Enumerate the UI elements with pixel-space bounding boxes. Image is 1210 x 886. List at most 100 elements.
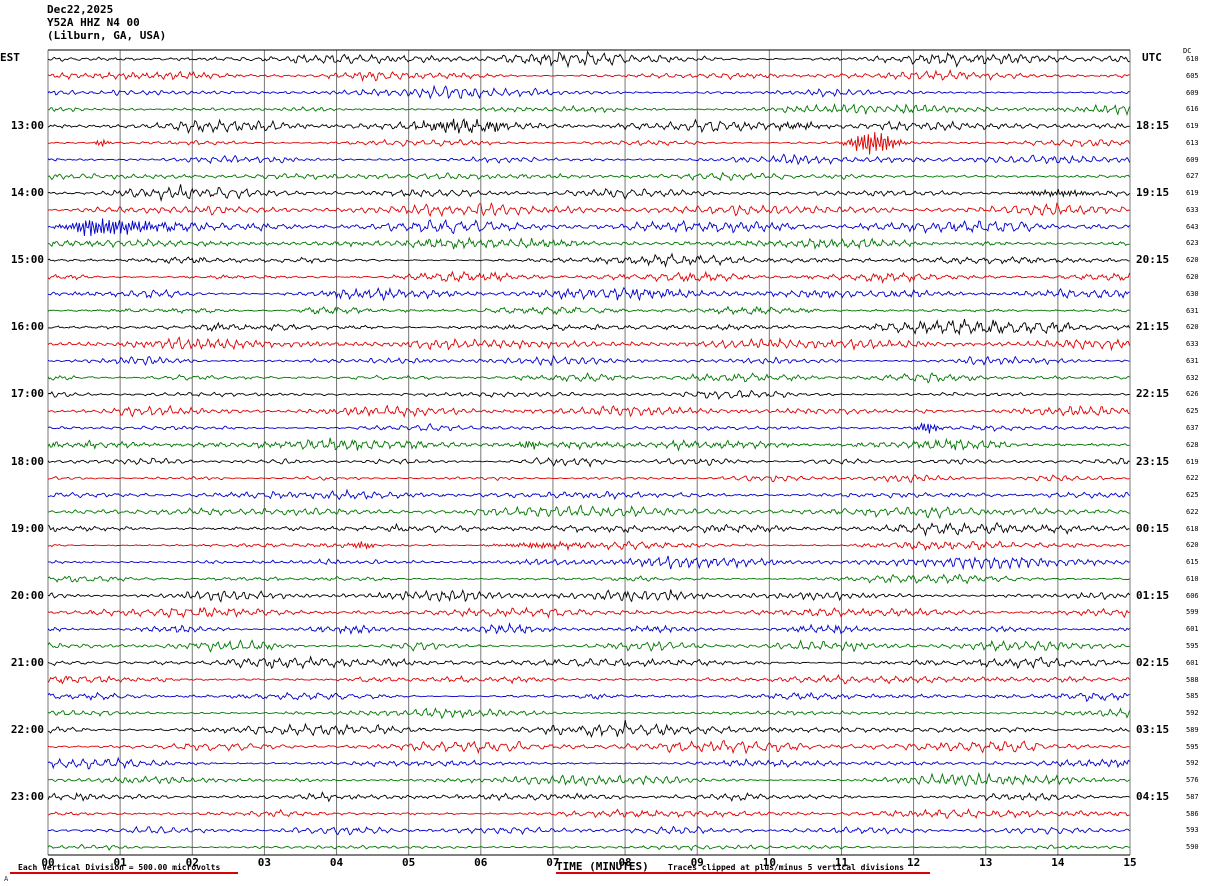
x-tick-label: 13 (979, 856, 993, 869)
utc-hour-label: 03:15 (1136, 722, 1170, 736)
seismogram-trace-row-11 (47, 236, 1130, 250)
utc-hour-label: 22:15 (1136, 387, 1170, 401)
dc-value: 588 (1186, 675, 1199, 684)
seismogram-trace-row-35 (47, 639, 1130, 653)
dc-value: 618 (1186, 524, 1199, 533)
utc-hour-label: 02:15 (1136, 655, 1170, 669)
dc-value: 605 (1186, 71, 1199, 80)
corner-mark: A (4, 875, 9, 883)
dc-value: 610 (1186, 574, 1199, 583)
x-tick-label: 02 (185, 856, 199, 869)
seismogram-trace-row-23 (47, 437, 1130, 452)
seismogram-trace-row-42 (47, 756, 1130, 770)
seismogram-trace-row-37 (47, 674, 1130, 685)
seismogram-trace-row-24 (47, 456, 1130, 468)
dc-value: 620 (1186, 273, 1199, 282)
est-hour-label: 19:00 (10, 521, 44, 535)
dc-value: 595 (1186, 641, 1199, 650)
red-underline-left (10, 872, 238, 874)
dc-value: 609 (1186, 155, 1199, 164)
dc-value: 586 (1186, 809, 1199, 818)
seismogram-trace-row-21 (47, 404, 1130, 418)
seismogram-trace-row-0 (47, 50, 1130, 69)
utc-hour-label: 20:15 (1136, 253, 1170, 267)
dc-value: 626 (1186, 390, 1199, 399)
dc-value: 633 (1186, 340, 1199, 349)
seismogram-trace-row-34 (47, 622, 1130, 636)
seismogram-trace-row-26 (47, 488, 1130, 501)
seismogram-trace-row-45 (47, 808, 1130, 819)
dc-column-label: DC (1183, 47, 1192, 55)
dc-value: 615 (1186, 558, 1199, 567)
seismogram-trace-row-9 (47, 202, 1130, 218)
seismogram-trace-row-7 (47, 171, 1130, 181)
seismogram-trace-row-29 (48, 540, 1130, 552)
dc-value: 622 (1186, 474, 1199, 483)
seismogram-trace-row-43 (47, 771, 1130, 787)
seismogram-trace-row-18 (47, 354, 1130, 367)
x-axis-title: TIME (MINUTES) (556, 860, 649, 873)
seismogram-trace-row-44 (47, 791, 1130, 803)
seismogram-trace-row-19 (47, 372, 1130, 384)
seismogram-trace-row-25 (47, 474, 1130, 484)
seismogram-trace-row-41 (47, 739, 1130, 755)
dc-value: 620 (1186, 256, 1199, 265)
dc-value: 585 (1186, 692, 1199, 701)
est-hour-label: 15:00 (10, 253, 44, 267)
dc-value: 613 (1186, 138, 1199, 147)
seismogram-trace-row-8 (47, 184, 1130, 203)
red-underline-right (556, 872, 930, 874)
seismogram-trace-row-39 (47, 707, 1131, 720)
x-tick-label: 04 (329, 856, 344, 869)
est-hour-label: 13:00 (10, 119, 44, 133)
dc-value: 599 (1186, 608, 1199, 617)
dc-value: 595 (1186, 742, 1199, 751)
dc-value: 620 (1186, 541, 1199, 550)
seismogram-trace-row-17 (47, 336, 1131, 352)
dc-value: 590 (1186, 843, 1199, 852)
dc-value: 619 (1186, 122, 1199, 131)
seismogram-trace-row-16 (47, 318, 1131, 336)
date-title: Dec22,2025 (47, 3, 114, 16)
seismogram-trace-row-32 (47, 588, 1130, 603)
seismogram-trace-row-10 (47, 218, 1130, 237)
seismogram-trace-row-31 (47, 573, 1130, 585)
x-tick-label: 10 (762, 856, 776, 869)
dc-value: 587 (1186, 792, 1199, 801)
x-tick-label: 05 (402, 856, 416, 869)
seismogram-trace-row-5 (47, 131, 1131, 155)
dc-value: 601 (1186, 625, 1199, 634)
est-hour-label: 16:00 (10, 320, 44, 334)
seismogram-trace-row-14 (47, 286, 1130, 302)
seismogram-trace-row-22 (47, 422, 1130, 434)
right-timezone-label: UTC (1142, 51, 1162, 64)
seismogram-trace-row-20 (47, 389, 1130, 400)
utc-hour-label: 19:15 (1136, 186, 1170, 200)
est-hour-label: 21:00 (10, 655, 44, 669)
dc-value: 592 (1186, 709, 1199, 718)
dc-value: 637 (1186, 423, 1199, 432)
x-tick-label: 01 (113, 856, 127, 869)
dc-value: 631 (1186, 356, 1199, 365)
seismogram-trace-row-2 (47, 84, 1130, 100)
dc-value: 628 (1186, 440, 1199, 449)
utc-hour-label: 18:15 (1136, 119, 1170, 133)
dc-value: 625 (1186, 407, 1199, 416)
utc-hour-label: 00:15 (1136, 521, 1170, 535)
seismogram-trace-row-13 (47, 270, 1131, 285)
seismogram-trace-row-40 (47, 720, 1130, 738)
dc-value: 630 (1186, 289, 1199, 298)
seismogram-trace-row-33 (47, 606, 1130, 619)
est-hour-label: 14:00 (10, 186, 44, 200)
x-tick-label: 11 (834, 856, 849, 869)
dc-value: 610 (1186, 55, 1199, 63)
dc-value: 606 (1186, 591, 1199, 600)
x-tick-label: 09 (690, 856, 704, 869)
seismogram-trace-row-6 (47, 153, 1131, 166)
utc-hour-label: 23:15 (1136, 454, 1170, 468)
station-title: Y52A HHZ N4 00 (47, 16, 140, 29)
dc-value: 616 (1186, 105, 1199, 114)
dc-value: 592 (1186, 759, 1199, 768)
seismogram-trace-row-36 (47, 655, 1130, 670)
